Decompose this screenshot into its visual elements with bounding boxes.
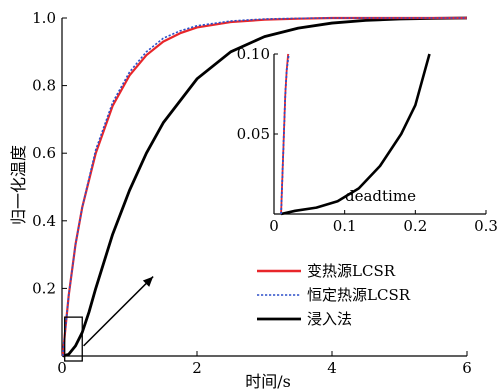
inset-x-tick-label: 0.3 xyxy=(474,217,498,235)
inset-background xyxy=(272,48,498,218)
x-tick-label: 4 xyxy=(327,359,337,377)
inset-x-tick-label: 0.1 xyxy=(333,217,357,235)
y-tick-label: 0.4 xyxy=(32,212,56,230)
arrow-head xyxy=(142,276,154,287)
y-tick-label: 0.8 xyxy=(32,77,56,95)
inset-series xyxy=(280,53,431,216)
zoom-arrow xyxy=(83,276,154,347)
x-tick-label: 6 xyxy=(462,359,472,377)
x-tick-label: 2 xyxy=(192,359,202,377)
y-tick-label: 0.2 xyxy=(32,279,56,297)
y-axis-label: 归一化温度 xyxy=(9,145,28,225)
zoom-box xyxy=(64,316,83,362)
legend-label-1: 恒定热源LCSR xyxy=(307,286,411,304)
inset-x-tick-label: 0.2 xyxy=(403,217,427,235)
x-axis-label: 时间/s xyxy=(245,372,291,391)
series-line-1 xyxy=(61,17,467,357)
legend-label-0: 变热源LCSR xyxy=(307,262,396,280)
y-tick-label: 0.6 xyxy=(32,144,56,162)
main-axes xyxy=(61,17,468,357)
zoom-marker xyxy=(64,316,83,362)
inset-y-tick-label: 0.10 xyxy=(237,45,270,63)
inset-series-line-1 xyxy=(280,53,290,215)
inset-tick-labels: 0 0.1 0.2 0.3 0.05 0.10 xyxy=(237,45,498,235)
inset-axes xyxy=(272,48,498,218)
x-tick-label: 0 xyxy=(57,359,67,377)
y-tick-label: 1.0 xyxy=(32,9,56,27)
inset-y-tick-label: 0.05 xyxy=(237,125,270,143)
deadtime-annotation: deadtime xyxy=(345,187,416,205)
main-tick-labels: 0 2 4 6 0.2 0.4 0.6 0.8 1.0 xyxy=(32,9,472,377)
arrow-shaft xyxy=(83,276,154,347)
inset-plot: 0 0.1 0.2 0.3 0.05 0.10 deadtime xyxy=(237,45,498,235)
inset-x-tick-label: 0 xyxy=(269,217,279,235)
legend: 变热源LCSR 恒定热源LCSR 浸入法 xyxy=(257,262,411,328)
inset-series-line-2 xyxy=(280,53,431,216)
legend-label-2: 浸入法 xyxy=(307,310,352,328)
